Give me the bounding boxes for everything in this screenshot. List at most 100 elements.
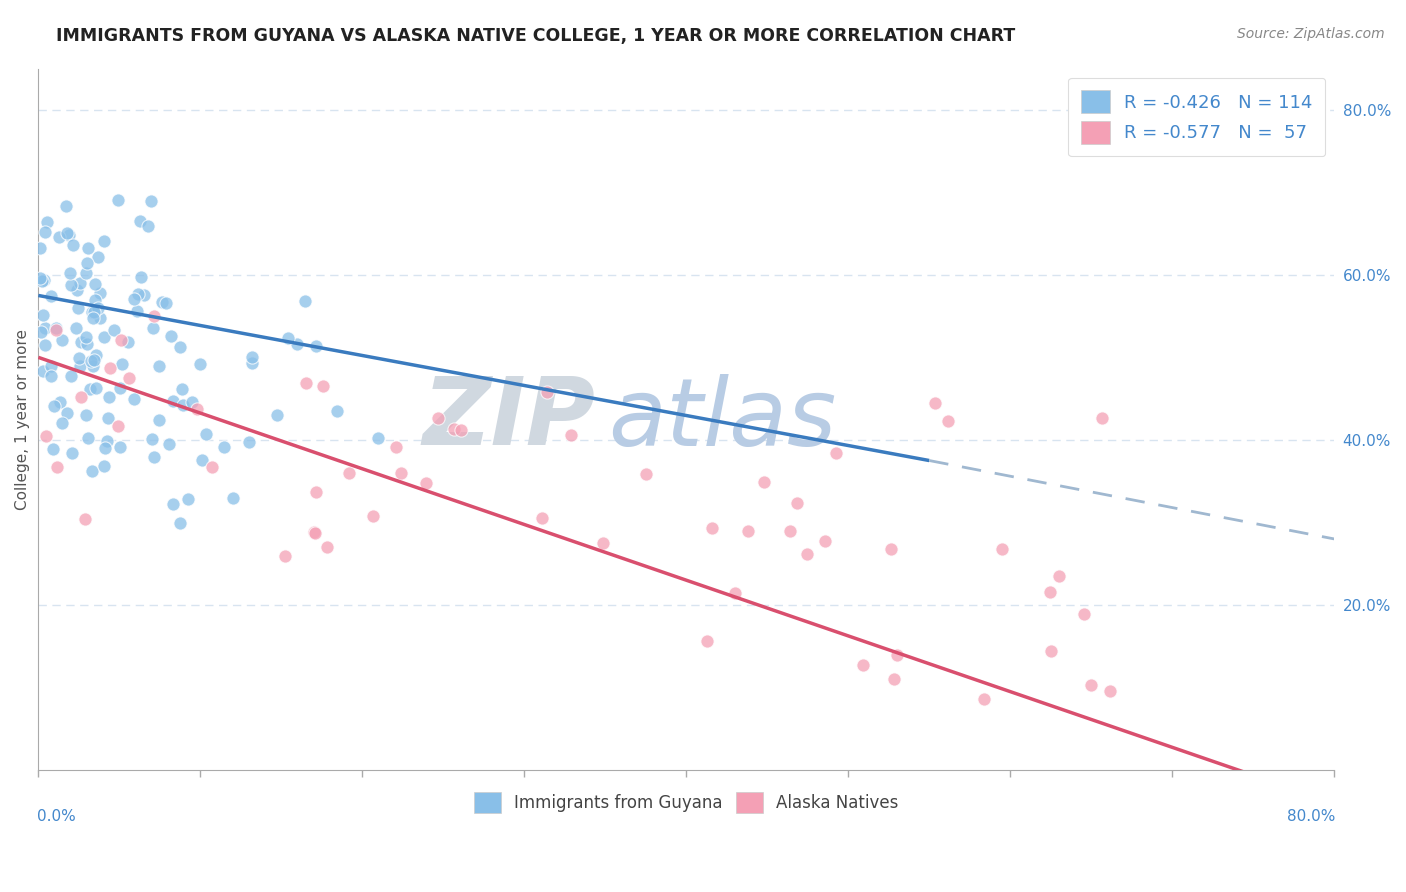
Point xyxy=(786,496,808,510)
Point xyxy=(883,672,905,686)
Point xyxy=(107,193,129,207)
Point xyxy=(45,321,67,335)
Point xyxy=(302,524,325,539)
Point xyxy=(67,351,90,365)
Point xyxy=(75,330,97,344)
Point xyxy=(180,395,202,409)
Point xyxy=(117,335,139,350)
Point xyxy=(56,406,79,420)
Point xyxy=(34,225,56,239)
Text: 0.0%: 0.0% xyxy=(37,808,76,823)
Point xyxy=(169,516,191,530)
Point xyxy=(294,293,316,308)
Point xyxy=(75,266,97,280)
Point xyxy=(76,431,98,445)
Point xyxy=(122,292,145,306)
Text: atlas: atlas xyxy=(609,374,837,465)
Point xyxy=(39,289,62,303)
Point xyxy=(315,540,337,554)
Point xyxy=(242,356,264,370)
Point xyxy=(75,409,97,423)
Point xyxy=(162,394,184,409)
Point xyxy=(65,320,87,334)
Point xyxy=(138,219,160,233)
Point xyxy=(32,364,55,378)
Point xyxy=(1047,568,1070,582)
Point xyxy=(560,428,582,442)
Point xyxy=(143,450,166,464)
Point xyxy=(924,395,946,409)
Point xyxy=(201,460,224,475)
Point xyxy=(89,286,111,301)
Point xyxy=(176,491,198,506)
Point xyxy=(34,338,56,352)
Point xyxy=(991,542,1014,557)
Point xyxy=(212,440,235,454)
Point xyxy=(35,429,58,443)
Point xyxy=(108,381,131,395)
Point xyxy=(326,404,349,418)
Point xyxy=(93,234,115,248)
Point xyxy=(70,391,93,405)
Point xyxy=(139,194,162,208)
Point xyxy=(51,333,73,347)
Point xyxy=(41,368,63,383)
Point xyxy=(108,440,131,454)
Point xyxy=(35,215,58,229)
Point xyxy=(129,269,152,284)
Point xyxy=(415,476,437,491)
Point xyxy=(127,287,149,301)
Point xyxy=(634,467,657,481)
Point xyxy=(80,354,103,368)
Point xyxy=(111,357,134,371)
Point xyxy=(44,399,66,413)
Point xyxy=(66,301,89,315)
Point xyxy=(69,359,91,373)
Point xyxy=(97,411,120,425)
Point xyxy=(134,288,156,302)
Point xyxy=(110,333,132,347)
Point xyxy=(82,359,104,373)
Point xyxy=(93,441,115,455)
Point xyxy=(427,411,450,425)
Point xyxy=(80,465,103,479)
Point xyxy=(160,329,183,343)
Point xyxy=(222,491,245,505)
Point xyxy=(128,214,150,228)
Point xyxy=(592,536,614,550)
Point xyxy=(141,432,163,446)
Point xyxy=(83,352,105,367)
Point xyxy=(73,512,96,526)
Point xyxy=(41,442,63,456)
Point xyxy=(55,199,77,213)
Point xyxy=(190,357,212,371)
Point xyxy=(273,549,295,564)
Point xyxy=(76,255,98,269)
Point xyxy=(125,304,148,318)
Point xyxy=(1091,410,1114,425)
Point xyxy=(170,383,193,397)
Point xyxy=(45,322,67,336)
Point xyxy=(337,466,360,480)
Point xyxy=(31,274,53,288)
Point xyxy=(96,434,118,448)
Point xyxy=(39,359,62,373)
Text: 80.0%: 80.0% xyxy=(1286,808,1336,823)
Point xyxy=(28,270,51,285)
Point xyxy=(240,351,263,365)
Point xyxy=(77,241,100,255)
Point xyxy=(1073,607,1095,621)
Point xyxy=(305,484,328,499)
Point xyxy=(98,390,121,404)
Point xyxy=(69,276,91,290)
Point xyxy=(724,585,747,599)
Point xyxy=(266,409,288,423)
Point xyxy=(107,418,129,433)
Point xyxy=(143,310,166,324)
Point xyxy=(60,445,83,459)
Point xyxy=(118,371,141,385)
Point xyxy=(82,310,104,325)
Point xyxy=(30,326,52,340)
Point xyxy=(172,398,194,412)
Y-axis label: College, 1 year or more: College, 1 year or more xyxy=(15,329,30,509)
